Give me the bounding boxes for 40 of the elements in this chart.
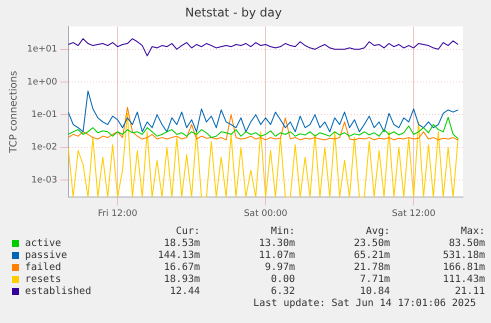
- y-tick-label: 1e+00: [26, 77, 58, 88]
- text: 11.07m: [258, 250, 295, 261]
- chart-title: Netstat - by day: [185, 5, 282, 20]
- y-tick-label: 1e-01: [31, 110, 58, 120]
- text: 65.21m: [352, 250, 390, 261]
- text: 16.67m: [162, 262, 200, 273]
- text: 18.53m: [162, 238, 200, 249]
- text: 18.93m: [162, 274, 200, 285]
- text: 10.84: [358, 286, 390, 297]
- text: Cur:: [174, 226, 200, 237]
- text: 6.32: [270, 286, 295, 297]
- text: Min:: [270, 226, 295, 237]
- text: 531.18m: [442, 250, 485, 261]
- text: 166.81m: [442, 262, 485, 273]
- y-tick-label: 1e-03: [31, 175, 58, 186]
- text: 7.71m: [358, 274, 390, 285]
- x-tick-label: Fri 12:00: [98, 208, 138, 219]
- y-tick-label: 1e+01: [26, 44, 58, 55]
- text: 144.13m: [156, 250, 200, 261]
- x-tick-label: Sat 00:00: [244, 208, 288, 219]
- text: Max:: [460, 226, 485, 237]
- legend-label: resets: [25, 274, 62, 285]
- text: 83.50m: [448, 238, 485, 249]
- legend-label: established: [25, 286, 92, 297]
- text: 0.00: [270, 274, 295, 285]
- text: Avg:: [364, 226, 390, 237]
- text: 111.43m: [442, 274, 485, 285]
- text: 23.50m: [352, 238, 390, 249]
- legend-label: active: [25, 238, 62, 249]
- text: Last update: Sat Jun 14 17:01:06 2025: [253, 298, 476, 309]
- legend-label: failed: [25, 262, 62, 273]
- x-tick-label: Sat 12:00: [392, 208, 436, 219]
- text: 21.78m: [352, 262, 390, 273]
- text: 12.44: [168, 286, 200, 297]
- text: 9.97m: [264, 262, 295, 273]
- text: 13.30m: [258, 238, 295, 249]
- legend-label: passive: [25, 250, 68, 261]
- y-tick-label: 1e-02: [31, 142, 58, 153]
- y-axis-title: TCP connections: [8, 70, 20, 154]
- text: 21.11: [454, 286, 485, 297]
